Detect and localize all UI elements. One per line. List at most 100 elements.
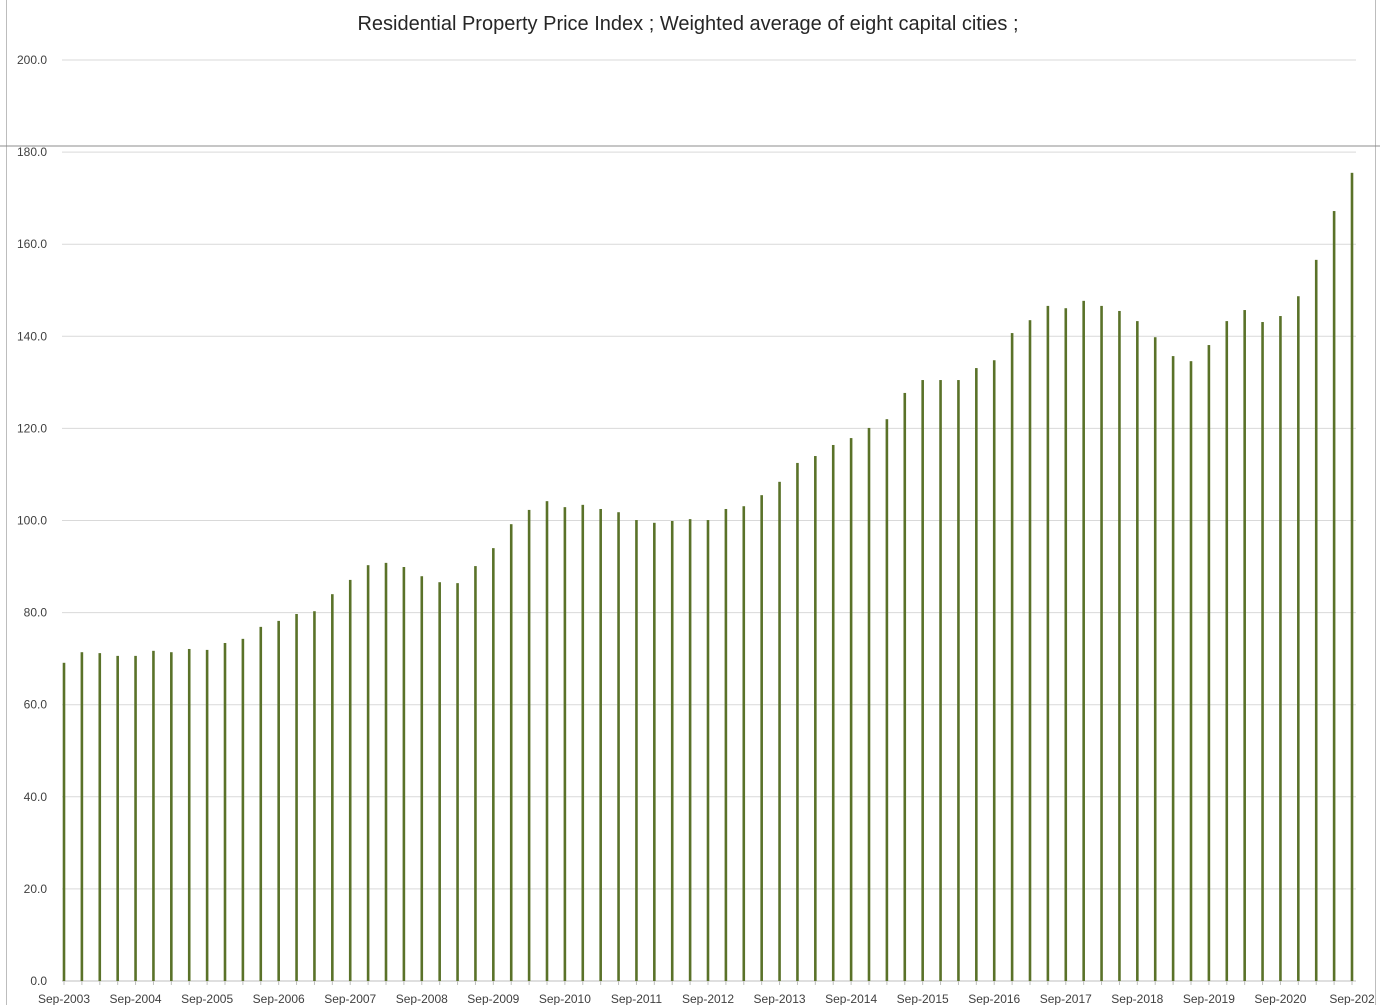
bar xyxy=(867,427,871,981)
bar xyxy=(1064,308,1068,982)
bar xyxy=(456,583,459,981)
bar xyxy=(635,520,638,981)
bar xyxy=(742,506,746,981)
x-tick-label: Sep-2008 xyxy=(396,992,448,1005)
y-tick-label: 140.0 xyxy=(17,329,47,343)
x-tick-label: Sep-2010 xyxy=(539,992,591,1005)
bar xyxy=(1314,259,1318,981)
bar xyxy=(688,519,692,981)
bar xyxy=(295,613,298,981)
bar xyxy=(617,512,620,981)
bar xyxy=(80,652,84,981)
bar xyxy=(814,456,817,981)
x-tick-label: Sep-2015 xyxy=(897,992,949,1005)
bar xyxy=(1189,361,1193,981)
bar xyxy=(62,662,66,981)
bar xyxy=(760,495,763,981)
bar xyxy=(438,582,441,981)
bar xyxy=(116,655,119,981)
bar xyxy=(527,509,531,981)
bar xyxy=(259,626,263,981)
bar xyxy=(402,567,406,981)
bar xyxy=(581,504,585,981)
bar xyxy=(1261,322,1264,981)
bar xyxy=(331,594,334,981)
bar xyxy=(903,392,907,981)
bar xyxy=(599,508,602,981)
bar xyxy=(1279,316,1282,982)
bar xyxy=(939,380,942,981)
bar xyxy=(241,638,245,981)
bar xyxy=(706,520,710,981)
bar xyxy=(420,576,424,981)
bar xyxy=(1350,172,1354,981)
y-tick-label: 0.0 xyxy=(30,974,47,988)
y-tick-label: 160.0 xyxy=(17,237,47,251)
bar xyxy=(313,611,316,981)
bar xyxy=(796,462,799,981)
bar xyxy=(1082,300,1085,981)
x-tick-label: Sep-2004 xyxy=(110,992,162,1005)
y-tick-label: 80.0 xyxy=(24,606,48,620)
bar xyxy=(509,524,513,981)
bar xyxy=(975,368,978,982)
bar xyxy=(1100,305,1103,982)
bar xyxy=(653,522,656,981)
bar xyxy=(1118,310,1121,981)
x-tick-label: Sep-2013 xyxy=(754,992,806,1005)
x-tick-label: Sep-2020 xyxy=(1254,992,1306,1005)
y-tick-label: 60.0 xyxy=(24,698,48,712)
y-tick-label: 200.0 xyxy=(17,53,47,67)
chart-frame xyxy=(6,0,1376,1005)
x-tick-label: Sep-2017 xyxy=(1040,992,1092,1005)
bar xyxy=(1010,333,1014,981)
bar xyxy=(1136,321,1139,981)
bar xyxy=(1046,305,1050,982)
x-tick-label: Sep-2006 xyxy=(253,992,305,1005)
bar xyxy=(98,653,102,981)
bar xyxy=(1243,310,1246,981)
bar xyxy=(1225,321,1229,981)
bar xyxy=(724,508,728,981)
bar xyxy=(831,444,835,981)
bar xyxy=(492,548,495,981)
y-tick-label: 20.0 xyxy=(24,882,48,896)
y-tick-label: 180.0 xyxy=(17,145,47,159)
bar xyxy=(348,579,352,981)
bar xyxy=(778,481,781,981)
x-tick-label: Sep-202 xyxy=(1329,992,1375,1005)
bar xyxy=(1171,356,1175,981)
bar xyxy=(1297,296,1300,981)
bar xyxy=(670,520,674,981)
bar xyxy=(384,562,388,981)
x-tick-label: Sep-2003 xyxy=(38,992,90,1005)
bar xyxy=(134,655,137,981)
x-tick-label: Sep-2016 xyxy=(968,992,1020,1005)
x-tick-label: Sep-2005 xyxy=(181,992,233,1005)
x-tick-label: Sep-2019 xyxy=(1183,992,1235,1005)
bar xyxy=(885,419,889,981)
bar xyxy=(1207,345,1211,981)
bar xyxy=(1028,320,1032,981)
bar xyxy=(1153,337,1157,981)
x-tick-label: Sep-2018 xyxy=(1111,992,1163,1005)
bar xyxy=(187,648,191,981)
bar xyxy=(366,565,370,981)
bar xyxy=(957,380,960,981)
x-tick-label: Sep-2007 xyxy=(324,992,376,1005)
bar xyxy=(205,649,209,981)
bar xyxy=(849,438,853,981)
bar xyxy=(545,501,549,981)
y-tick-label: 100.0 xyxy=(17,514,47,528)
x-tick-label: Sep-2011 xyxy=(611,992,662,1005)
bar xyxy=(152,650,155,981)
bar xyxy=(921,380,924,981)
x-tick-label: Sep-2012 xyxy=(682,992,734,1005)
bar xyxy=(170,652,173,981)
bar xyxy=(223,642,227,981)
y-tick-label: 120.0 xyxy=(17,421,47,435)
x-tick-label: Sep-2009 xyxy=(467,992,519,1005)
chart-title: Residential Property Price Index ; Weigh… xyxy=(357,13,1019,35)
bar xyxy=(992,360,996,982)
